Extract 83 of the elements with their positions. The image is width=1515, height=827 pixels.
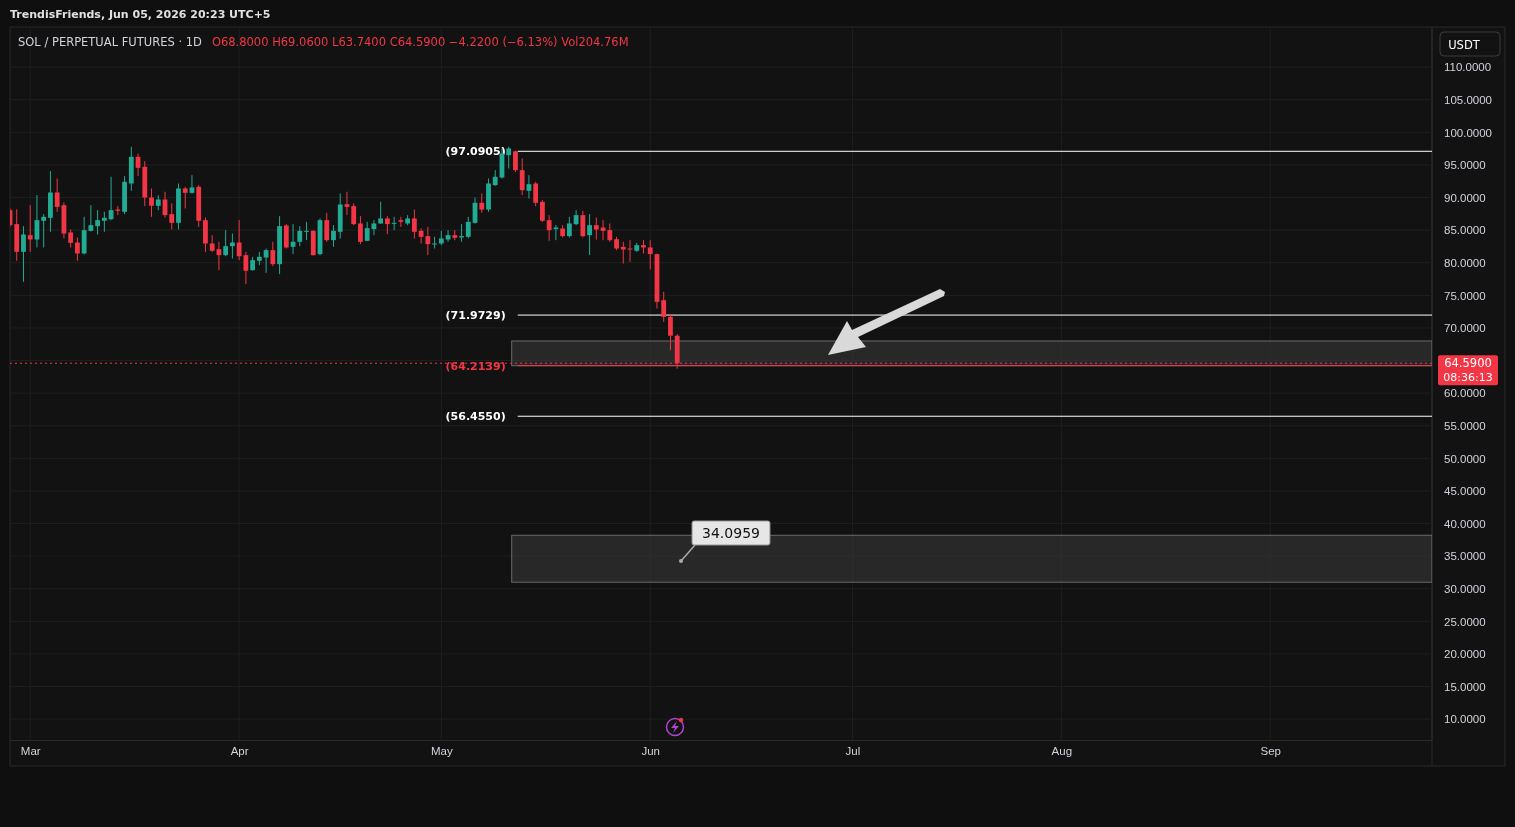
candlestick bbox=[324, 212, 330, 243]
y-tick-label: 75.0000 bbox=[1444, 289, 1486, 302]
ref-line-label: (97.0905) bbox=[445, 145, 506, 159]
candlestick bbox=[593, 216, 599, 241]
annotation: O68.8000 H69.0600 L63.7400 C64.5900 −4.2200 (−6.13%) Vol204.76M bbox=[211, 35, 629, 49]
candlestick bbox=[661, 291, 667, 323]
candlestick bbox=[465, 216, 471, 239]
text: TrendisFriends, Jun 05, 2026 20:23 UTC+5 bbox=[10, 8, 271, 21]
x-tick-label: Apr bbox=[230, 745, 249, 758]
candlestick bbox=[344, 191, 350, 216]
candlestick bbox=[506, 146, 512, 170]
candlestick bbox=[647, 239, 653, 271]
candlestick bbox=[398, 216, 404, 228]
y-tick-label: 20.0000 bbox=[1444, 648, 1486, 661]
candlestick bbox=[95, 209, 101, 235]
candlestick bbox=[189, 174, 195, 195]
y-tick-label: 30.0000 bbox=[1444, 582, 1486, 595]
candlestick bbox=[149, 187, 154, 218]
y-tick-label: 100.0000 bbox=[1444, 126, 1492, 139]
y-tick-label: 10.0000 bbox=[1444, 713, 1486, 726]
candlestick bbox=[54, 177, 60, 213]
candlestick bbox=[41, 213, 47, 248]
y-tick-label: 45.0000 bbox=[1444, 485, 1486, 498]
candlestick bbox=[546, 214, 552, 242]
y-tick-label: 40.0000 bbox=[1444, 517, 1486, 530]
x-tick-label: Aug bbox=[1051, 745, 1073, 758]
candlestick bbox=[587, 213, 592, 256]
y-tick-label: 15.0000 bbox=[1444, 680, 1486, 693]
candlestick bbox=[263, 248, 269, 274]
candlestick bbox=[169, 202, 175, 230]
y-tick-label: 90.0000 bbox=[1444, 191, 1486, 204]
y-tick-label: 110.0000 bbox=[1444, 61, 1492, 74]
y-tick-label: 80.0000 bbox=[1444, 256, 1486, 269]
candlestick bbox=[304, 221, 309, 241]
candlestick bbox=[479, 192, 485, 214]
candlestick bbox=[297, 225, 303, 247]
candlestick bbox=[203, 216, 208, 253]
x-tick-label: Jun bbox=[641, 745, 661, 758]
candlestick bbox=[270, 241, 276, 267]
candlestick bbox=[101, 211, 107, 233]
candlestick bbox=[351, 202, 357, 226]
candlestick bbox=[378, 201, 384, 225]
y-tick-label: 85.0000 bbox=[1444, 224, 1486, 237]
x-tick-label: May bbox=[430, 745, 453, 758]
ref-line-label: (56.4550) bbox=[445, 410, 506, 424]
candlestick bbox=[607, 222, 613, 243]
candlestick bbox=[668, 313, 673, 351]
candlestick bbox=[74, 236, 80, 262]
text: SOL / PERPETUAL FUTURES · 1D bbox=[18, 35, 203, 49]
y-tick-label: 55.0000 bbox=[1444, 419, 1486, 432]
y-tick-label: 25.0000 bbox=[1444, 615, 1486, 628]
candlestick bbox=[425, 226, 431, 256]
x-tick-label: Jul bbox=[845, 745, 861, 758]
candlestick bbox=[358, 215, 363, 245]
ref-line-label: 64.5900 bbox=[1444, 356, 1492, 371]
candlestick bbox=[283, 223, 289, 250]
x-tick-label: Sep bbox=[1260, 745, 1281, 758]
candlestick bbox=[21, 225, 26, 283]
candlestick bbox=[432, 236, 437, 250]
candlestick bbox=[391, 216, 397, 231]
y-tick-label: 95.0000 bbox=[1444, 159, 1486, 172]
candlestick bbox=[580, 210, 586, 238]
y-tick-label: 105.0000 bbox=[1444, 93, 1492, 106]
y-tick-label: 50.0000 bbox=[1444, 452, 1486, 465]
x-tick-label: Mar bbox=[20, 745, 41, 758]
ref-line-label: (64.2139) bbox=[445, 359, 506, 373]
candlestick bbox=[566, 216, 572, 238]
candlestick bbox=[540, 199, 545, 223]
y-tick-label: 70.0000 bbox=[1444, 322, 1486, 335]
candlestick bbox=[182, 186, 188, 209]
ref-line-label: (71.9729) bbox=[445, 309, 506, 323]
candlestick bbox=[533, 181, 539, 207]
y-tick-label: 35.0000 bbox=[1444, 550, 1486, 563]
candlestick bbox=[519, 157, 525, 196]
candlestick bbox=[411, 209, 417, 239]
candlestick bbox=[445, 229, 451, 243]
annotation: 34.0959 bbox=[702, 525, 760, 541]
y-axis-title: USDT bbox=[1448, 38, 1481, 52]
candlestick bbox=[331, 224, 336, 248]
text: 08:36:13 bbox=[1443, 371, 1493, 385]
candlestick bbox=[27, 204, 33, 253]
y-tick-label: 60.0000 bbox=[1444, 387, 1486, 400]
candlestick bbox=[223, 229, 229, 257]
